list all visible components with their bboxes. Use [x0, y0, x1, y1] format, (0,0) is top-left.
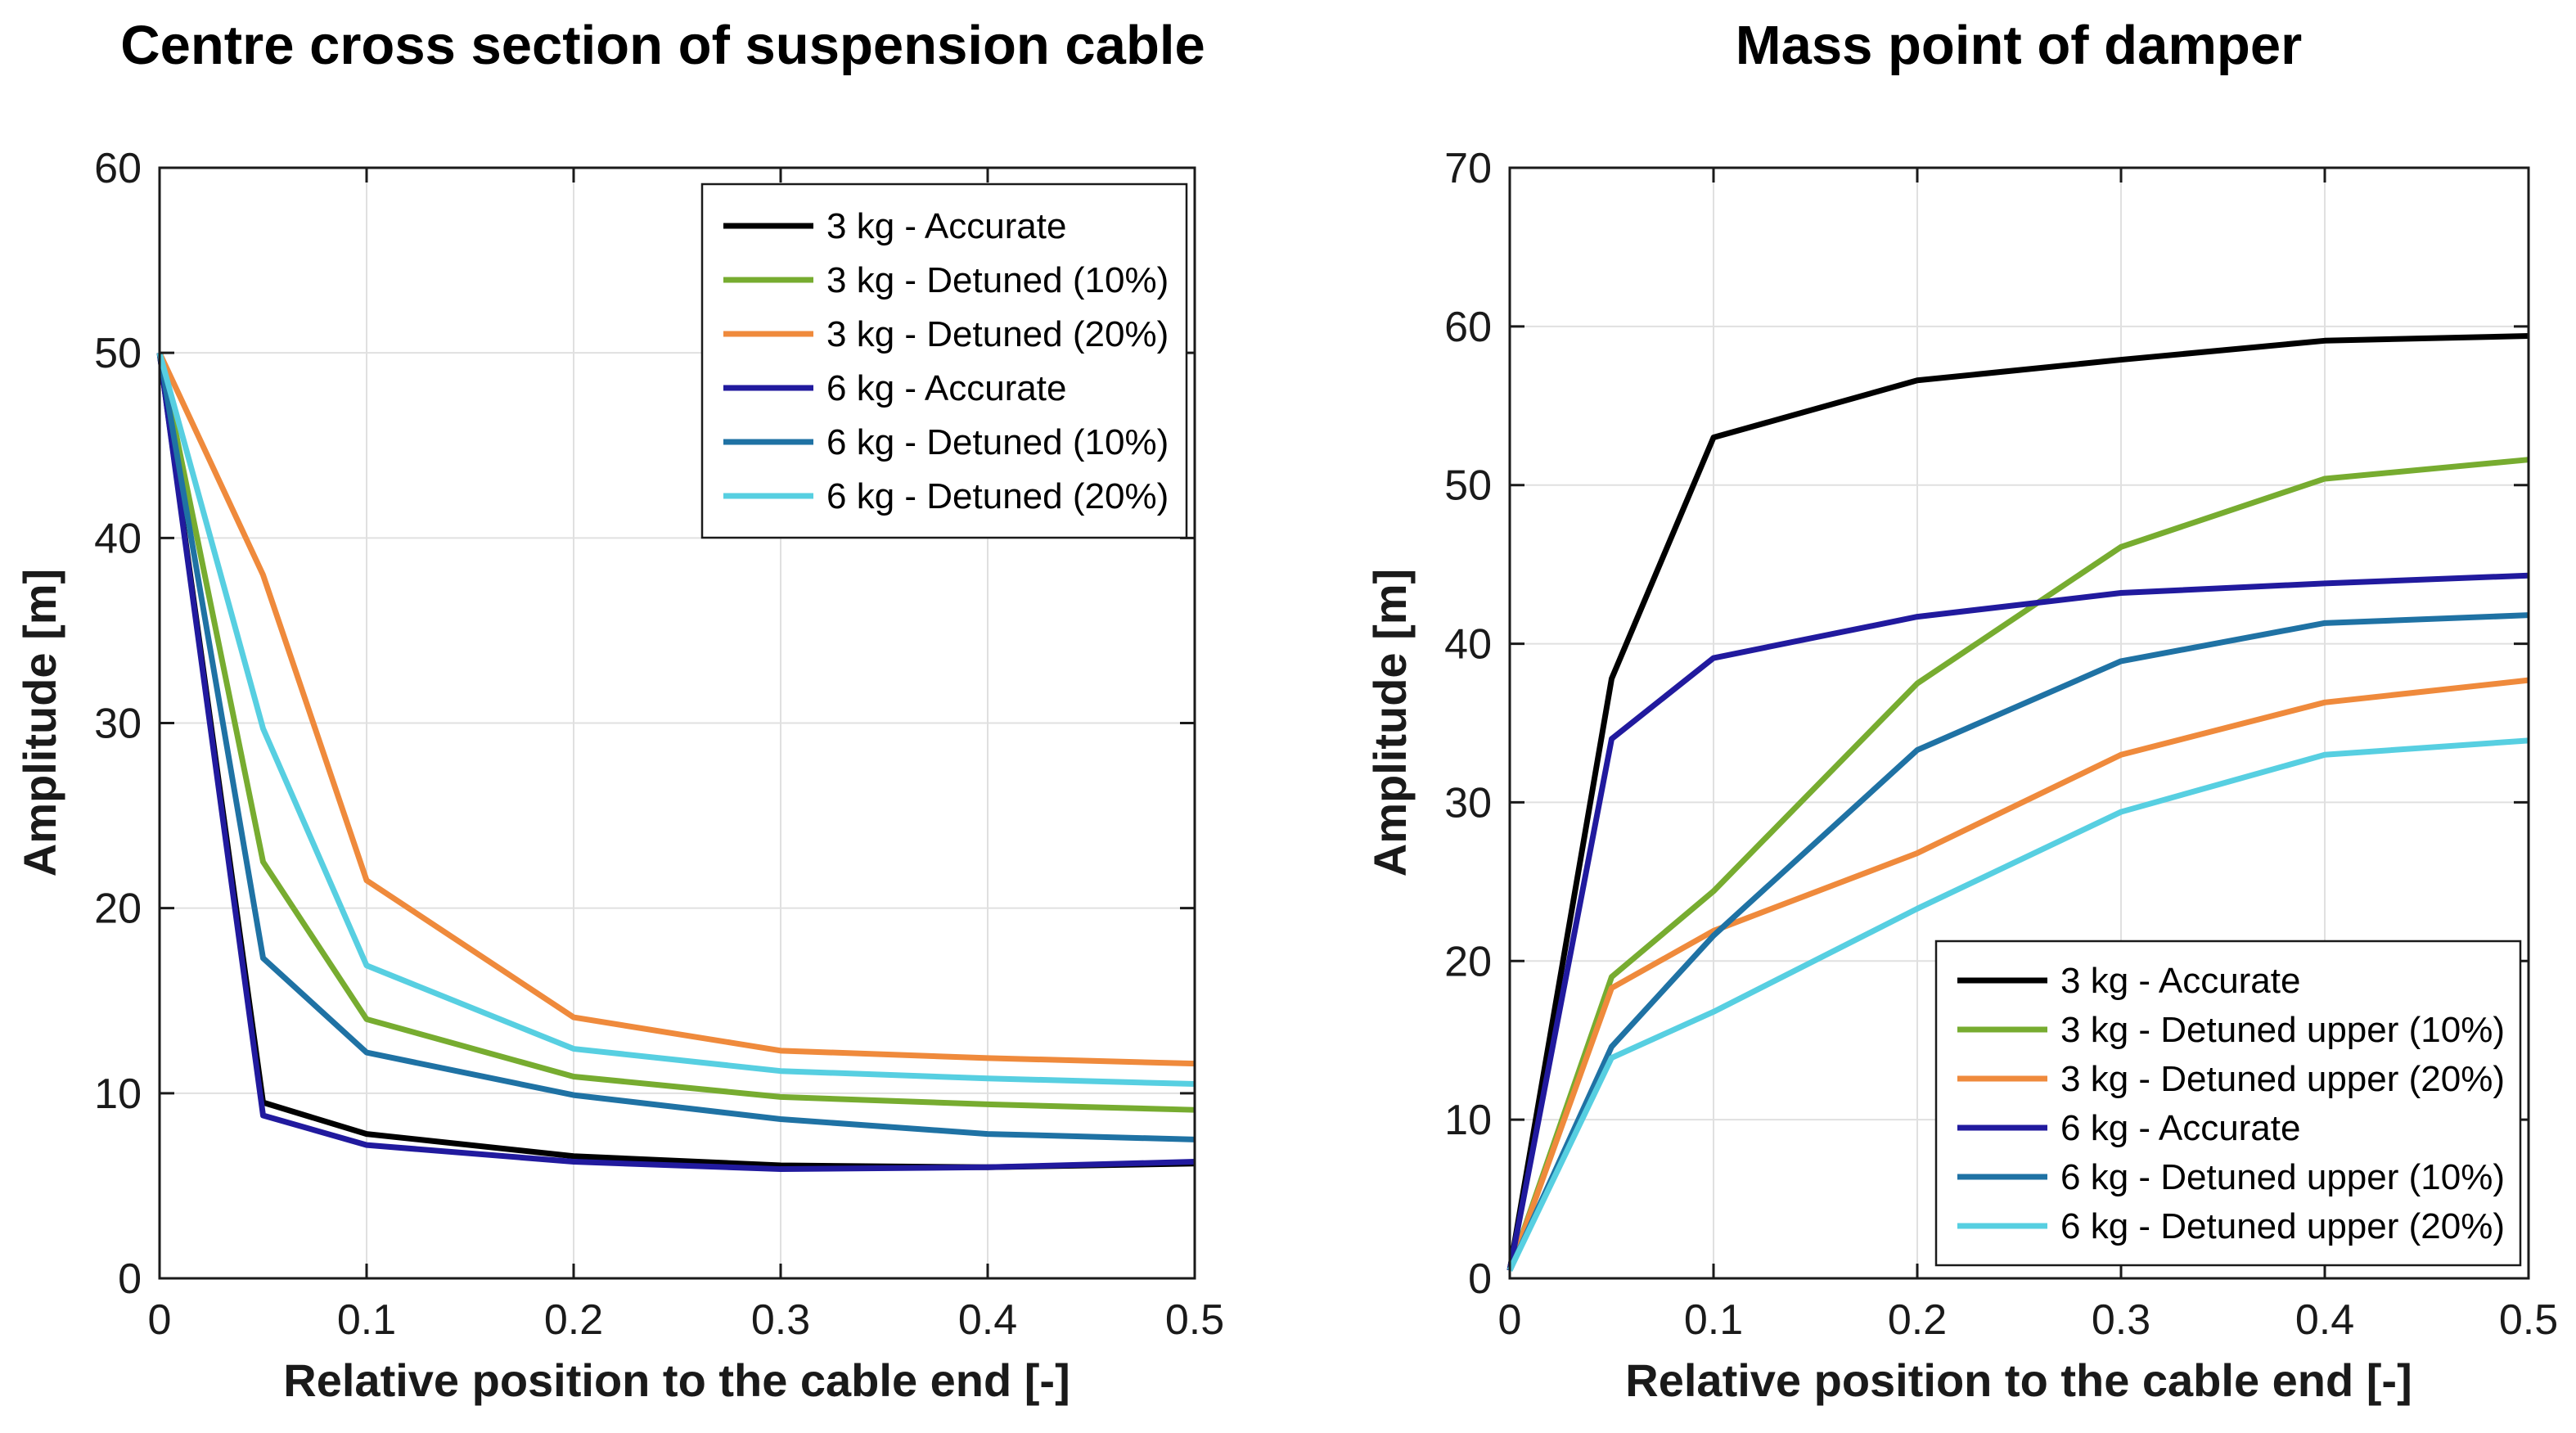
- x-tick-label: 0.1: [337, 1296, 396, 1344]
- legend-item: 3 kg - Detuned upper (10%): [1957, 1010, 2505, 1050]
- x-tick-label: 0.4: [2295, 1296, 2354, 1344]
- legend-label: 3 kg - Detuned (20%): [826, 314, 1169, 354]
- y-tick-label: 0: [118, 1255, 142, 1303]
- series-line-6-kg-detuned-upper-10-: [1506, 612, 2529, 1272]
- series-line-3-kg-detuned-upper-20-: [1506, 677, 2529, 1272]
- x-tick-label: 0.2: [544, 1296, 603, 1344]
- legend-label: 6 kg - Detuned (10%): [826, 422, 1169, 462]
- legend-label: 3 kg - Accurate: [826, 206, 1066, 246]
- right-chart-xlabel: Relative position to the cable end [-]: [1625, 1354, 2412, 1406]
- legend-item: 6 kg - Detuned upper (10%): [1957, 1157, 2505, 1197]
- series-line-3-kg-detuned-20-: [156, 351, 1196, 1067]
- right-chart-ylabel: Amplitude [m]: [1364, 569, 1416, 876]
- legend-box: [1934, 940, 2522, 1267]
- legend: 3 kg - Accurate 3 kg - Detuned upper (10%…: [1934, 940, 2522, 1267]
- left-chart: 0 0.1 0.2 0.3 0.4 0.5 0 10 20 30 40 50 60 3 kg - Accu…: [94, 145, 1224, 1344]
- y-tick-label: 50: [94, 330, 142, 377]
- legend-label: 6 kg - Accurate: [2060, 1108, 2300, 1148]
- legend-label: 3 kg - Accurate: [2060, 961, 2300, 1001]
- y-tick-label: 60: [1444, 304, 1492, 351]
- x-tick-label: 0.3: [751, 1296, 810, 1344]
- y-tick-label: 30: [1444, 779, 1492, 827]
- legend-label: 3 kg - Detuned upper (20%): [2060, 1059, 2505, 1099]
- legend-label: 6 kg - Detuned (20%): [826, 476, 1169, 516]
- legend-item: 6 kg - Accurate: [723, 368, 1066, 408]
- legend-box: [700, 183, 1188, 539]
- legend-item: 3 kg - Detuned upper (20%): [1957, 1059, 2505, 1099]
- legend-label: 6 kg - Detuned upper (20%): [2060, 1206, 2505, 1246]
- legend: 3 kg - Accurate 3 kg - Detuned (10%) 3 kg …: [700, 183, 1188, 539]
- x-tick-label: 0.4: [958, 1296, 1017, 1344]
- x-tick-label: 0.5: [2499, 1296, 2558, 1344]
- legend-label: 6 kg - Detuned upper (10%): [2060, 1157, 2505, 1197]
- y-tick-label: 10: [94, 1070, 142, 1118]
- series-line-6-kg-detuned-20-: [156, 352, 1196, 1088]
- legend-label: 6 kg - Accurate: [826, 368, 1066, 408]
- legend-label: 3 kg - Detuned upper (10%): [2060, 1010, 2505, 1050]
- legend-item: 6 kg - Detuned (10%): [723, 422, 1169, 462]
- x-tick-label: 0.3: [2092, 1296, 2150, 1344]
- series-line-6-kg-accurate: [1506, 572, 2529, 1271]
- series-line-6-kg-detuned-upper-20-: [1506, 737, 2529, 1272]
- legend-item: 3 kg - Accurate: [723, 206, 1066, 246]
- legend-label: 3 kg - Detuned (10%): [826, 260, 1169, 300]
- legend-item: 3 kg - Detuned (20%): [723, 314, 1169, 354]
- series-line-3-kg-detuned-10-: [156, 352, 1196, 1113]
- y-tick-label: 40: [1444, 621, 1492, 669]
- legend-item: 6 kg - Detuned upper (20%): [1957, 1206, 2505, 1246]
- legend-item: 6 kg - Accurate: [1957, 1108, 2300, 1148]
- right-chart: 0 0.1 0.2 0.3 0.4 0.5 0 10 20 30 40 50 60 70 3 kg - Ac…: [1444, 145, 2558, 1344]
- series-line-3-kg-detuned-upper-10-: [1506, 457, 2529, 1272]
- right-chart-title: Mass point of damper: [1736, 15, 2302, 76]
- legend-item: 3 kg - Accurate: [1957, 961, 2300, 1001]
- legend-item: 6 kg - Detuned (20%): [723, 476, 1169, 516]
- y-tick-label: 60: [94, 145, 142, 192]
- series-line-6-kg-accurate: [156, 352, 1196, 1173]
- y-tick-label: 70: [1444, 145, 1492, 192]
- left-chart-title: Centre cross section of suspension cable: [120, 15, 1205, 76]
- y-tick-label: 30: [94, 701, 142, 748]
- series-line-3-kg-accurate: [1506, 332, 2529, 1271]
- y-tick-label: 50: [1444, 462, 1492, 510]
- x-tick-label: 0.1: [1684, 1296, 1743, 1344]
- y-tick-label: 20: [1444, 938, 1492, 985]
- left-chart-xlabel: Relative position to the cable end [-]: [283, 1354, 1070, 1406]
- x-tick-label: 0.5: [1165, 1296, 1224, 1344]
- legend-item: 3 kg - Detuned (10%): [723, 260, 1169, 300]
- x-tick-label: 0: [1498, 1296, 1522, 1344]
- y-tick-label: 0: [1468, 1255, 1492, 1303]
- y-tick-label: 10: [1444, 1097, 1492, 1144]
- x-tick-label: 0: [148, 1296, 172, 1344]
- series-line-6-kg-detuned-10-: [156, 352, 1196, 1142]
- y-tick-label: 20: [94, 885, 142, 933]
- x-tick-label: 0.2: [1888, 1296, 1947, 1344]
- y-tick-label: 40: [94, 515, 142, 562]
- axes-border: [1508, 166, 2530, 1280]
- left-chart-ylabel: Amplitude [m]: [14, 569, 65, 876]
